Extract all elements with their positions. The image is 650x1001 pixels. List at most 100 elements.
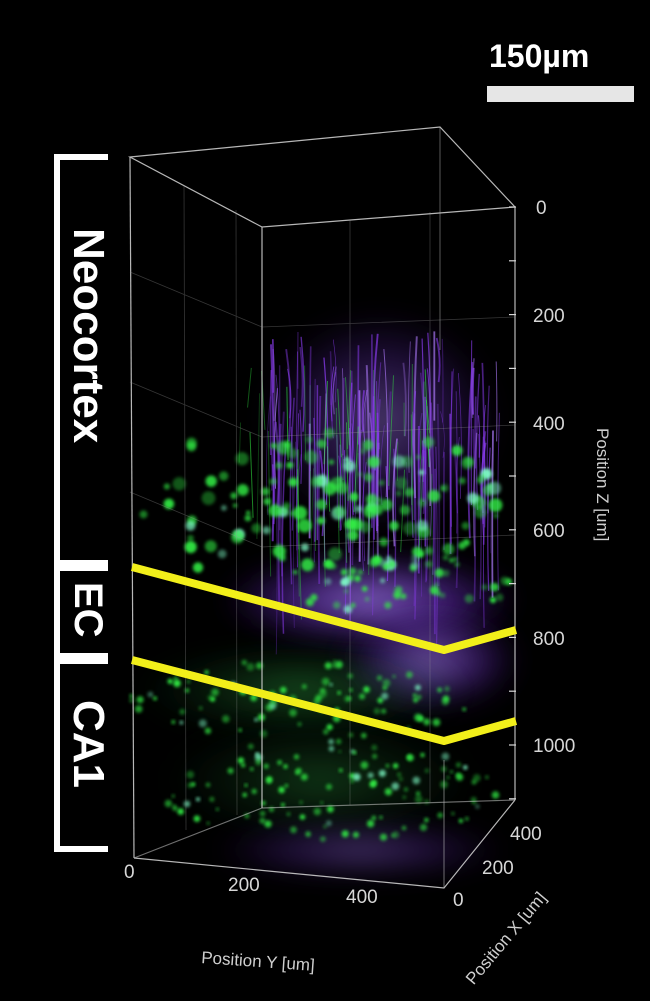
cell bbox=[296, 768, 302, 774]
cell bbox=[168, 679, 173, 684]
cell bbox=[393, 763, 398, 768]
cell bbox=[323, 825, 327, 829]
cell bbox=[329, 459, 334, 464]
cell bbox=[372, 555, 381, 564]
cell bbox=[383, 564, 390, 571]
cell bbox=[187, 782, 193, 788]
cell bbox=[283, 441, 291, 449]
cell bbox=[386, 764, 390, 768]
cell bbox=[377, 675, 382, 680]
z-tick-label: 600 bbox=[533, 521, 565, 543]
fiber bbox=[257, 393, 260, 539]
cell bbox=[406, 671, 413, 678]
cell bbox=[369, 781, 376, 788]
fiber bbox=[248, 368, 252, 408]
cell bbox=[358, 472, 363, 477]
cell bbox=[252, 789, 257, 794]
cell bbox=[462, 522, 470, 530]
cell bbox=[490, 597, 496, 603]
cell bbox=[351, 603, 356, 608]
cell bbox=[396, 491, 402, 497]
cell bbox=[452, 445, 463, 456]
cell bbox=[402, 826, 407, 831]
cell bbox=[359, 521, 371, 533]
cell bbox=[349, 492, 358, 501]
cell bbox=[417, 695, 422, 700]
cell bbox=[228, 768, 234, 774]
cell bbox=[171, 720, 175, 724]
cell bbox=[135, 705, 143, 713]
cell bbox=[459, 477, 466, 484]
cell bbox=[193, 562, 203, 572]
cell bbox=[186, 771, 194, 779]
cell bbox=[371, 745, 377, 751]
cell bbox=[366, 494, 378, 506]
cell bbox=[206, 476, 217, 487]
cell bbox=[462, 457, 474, 469]
cell bbox=[465, 817, 469, 821]
fiber bbox=[442, 339, 443, 423]
cell bbox=[186, 521, 196, 531]
cell bbox=[500, 577, 509, 586]
cell bbox=[353, 751, 356, 754]
cell bbox=[385, 788, 392, 795]
cell bbox=[336, 739, 341, 744]
cell bbox=[269, 504, 282, 517]
cell bbox=[437, 812, 443, 818]
cell bbox=[281, 803, 285, 807]
cell bbox=[239, 729, 242, 732]
cell bbox=[391, 782, 399, 790]
cell bbox=[492, 791, 500, 799]
cell bbox=[411, 561, 419, 569]
cell bbox=[416, 455, 420, 459]
cell bbox=[294, 754, 299, 759]
cell bbox=[293, 506, 307, 520]
cell bbox=[420, 824, 427, 831]
cell bbox=[354, 575, 361, 582]
cell bbox=[280, 687, 287, 694]
cell bbox=[278, 787, 285, 794]
cell bbox=[245, 515, 252, 522]
cell bbox=[359, 693, 365, 699]
cell bbox=[207, 822, 210, 825]
cell bbox=[173, 680, 181, 688]
cell bbox=[337, 691, 341, 695]
cell bbox=[485, 775, 489, 779]
cell bbox=[327, 724, 333, 730]
cell bbox=[467, 493, 478, 504]
cell bbox=[418, 498, 427, 507]
cell bbox=[423, 437, 434, 448]
cell bbox=[364, 473, 373, 482]
cell bbox=[173, 804, 176, 807]
cell bbox=[137, 696, 144, 703]
cell bbox=[330, 563, 337, 570]
cell bbox=[286, 462, 293, 469]
cell bbox=[316, 499, 327, 510]
cell bbox=[368, 456, 380, 468]
cell bbox=[465, 594, 474, 603]
cell bbox=[248, 744, 254, 750]
cell bbox=[324, 578, 331, 585]
cell bbox=[392, 675, 395, 678]
cell bbox=[236, 452, 249, 465]
cell bbox=[451, 812, 454, 815]
cell bbox=[344, 457, 349, 462]
fiber bbox=[377, 413, 378, 457]
fiber bbox=[475, 396, 476, 468]
y-tick-label: 0 bbox=[124, 862, 135, 884]
cell bbox=[271, 443, 277, 449]
cell bbox=[459, 819, 463, 823]
cell bbox=[392, 831, 399, 838]
cell bbox=[216, 808, 219, 811]
cell bbox=[345, 518, 357, 530]
cell bbox=[413, 777, 421, 785]
cell bbox=[387, 556, 391, 560]
cell bbox=[320, 801, 323, 804]
cell bbox=[374, 708, 380, 714]
cell bbox=[362, 586, 368, 592]
cell bbox=[304, 450, 318, 464]
cell bbox=[326, 784, 332, 790]
cell bbox=[327, 806, 334, 813]
